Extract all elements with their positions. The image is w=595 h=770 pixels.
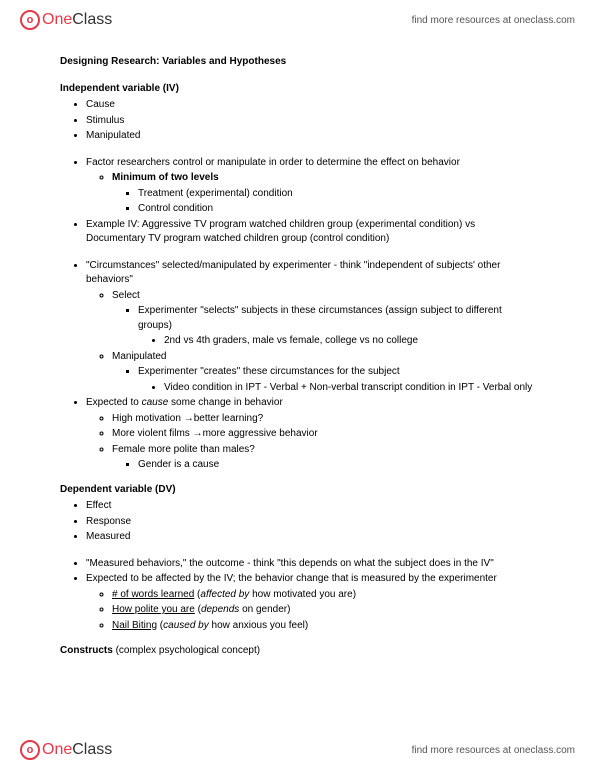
list-item: Factor researchers control or manipulate…: [86, 156, 535, 171]
list-item: More violent filmsmore aggressive behavi…: [112, 427, 535, 442]
logo-text: OneClass: [42, 741, 112, 759]
list-item: Select: [112, 289, 535, 304]
logo-footer: o OneClass: [20, 740, 112, 760]
list-item: Example IV: Aggressive TV program watche…: [86, 218, 535, 247]
dv-heading: Dependent variable (DV): [60, 483, 535, 498]
list-item: Experimenter "creates" these circumstanc…: [138, 365, 535, 380]
resources-link-top[interactable]: find more resources at oneclass.com: [412, 15, 575, 26]
list-item: 2nd vs 4th graders, male vs female, coll…: [164, 334, 535, 349]
footer: o OneClass find more resources at onecla…: [0, 730, 595, 770]
logo-icon: o: [20, 10, 40, 30]
constructs-line: Constructs (complex psychological concep…: [60, 644, 535, 659]
list-item: Manipulated: [86, 129, 535, 144]
list-item: "Measured behaviors," the outcome - thin…: [86, 557, 535, 572]
list-item: Minimum of two levels: [112, 171, 535, 186]
iv-basics-list: Cause Stimulus Manipulated: [60, 98, 535, 144]
list-item: Control condition: [138, 202, 535, 217]
dv-detail-list: "Measured behaviors," the outcome - thin…: [60, 557, 535, 634]
document-content: Designing Research: Variables and Hypoth…: [0, 40, 595, 669]
resources-link-bottom[interactable]: find more resources at oneclass.com: [412, 745, 575, 756]
list-item: Video condition in IPT - Verbal + Non-ve…: [164, 381, 535, 396]
list-item: Nail Biting (caused by how anxious you f…: [112, 619, 535, 634]
iv-detail-list: Factor researchers control or manipulate…: [60, 156, 535, 247]
list-item: Measured: [86, 530, 535, 545]
iv-circumstances-list: "Circumstances" selected/manipulated by …: [60, 259, 535, 473]
dv-basics-list: Effect Response Measured: [60, 499, 535, 545]
logo: o OneClass: [20, 10, 112, 30]
list-item: High motivationbetter learning?: [112, 412, 535, 427]
list-item: Response: [86, 515, 535, 530]
header: o OneClass find more resources at onecla…: [0, 0, 595, 40]
page-title: Designing Research: Variables and Hypoth…: [60, 55, 535, 70]
list-item: Female more polite than males?: [112, 443, 535, 458]
logo-text: OneClass: [42, 11, 112, 29]
iv-heading: Independent variable (IV): [60, 82, 535, 97]
list-item: # of words learned (affected by how moti…: [112, 588, 535, 603]
list-item: Effect: [86, 499, 535, 514]
list-item: Cause: [86, 98, 535, 113]
list-item: Manipulated: [112, 350, 535, 365]
list-item: Expected to be affected by the IV; the b…: [86, 572, 535, 587]
list-item: How polite you are (depends on gender): [112, 603, 535, 618]
list-item: "Circumstances" selected/manipulated by …: [86, 259, 535, 288]
logo-icon: o: [20, 740, 40, 760]
list-item: Treatment (experimental) condition: [138, 187, 535, 202]
list-item: Expected to cause some change in behavio…: [86, 396, 535, 411]
list-item: Stimulus: [86, 114, 535, 129]
list-item: Experimenter "selects" subjects in these…: [138, 304, 535, 333]
list-item: Gender is a cause: [138, 458, 535, 473]
